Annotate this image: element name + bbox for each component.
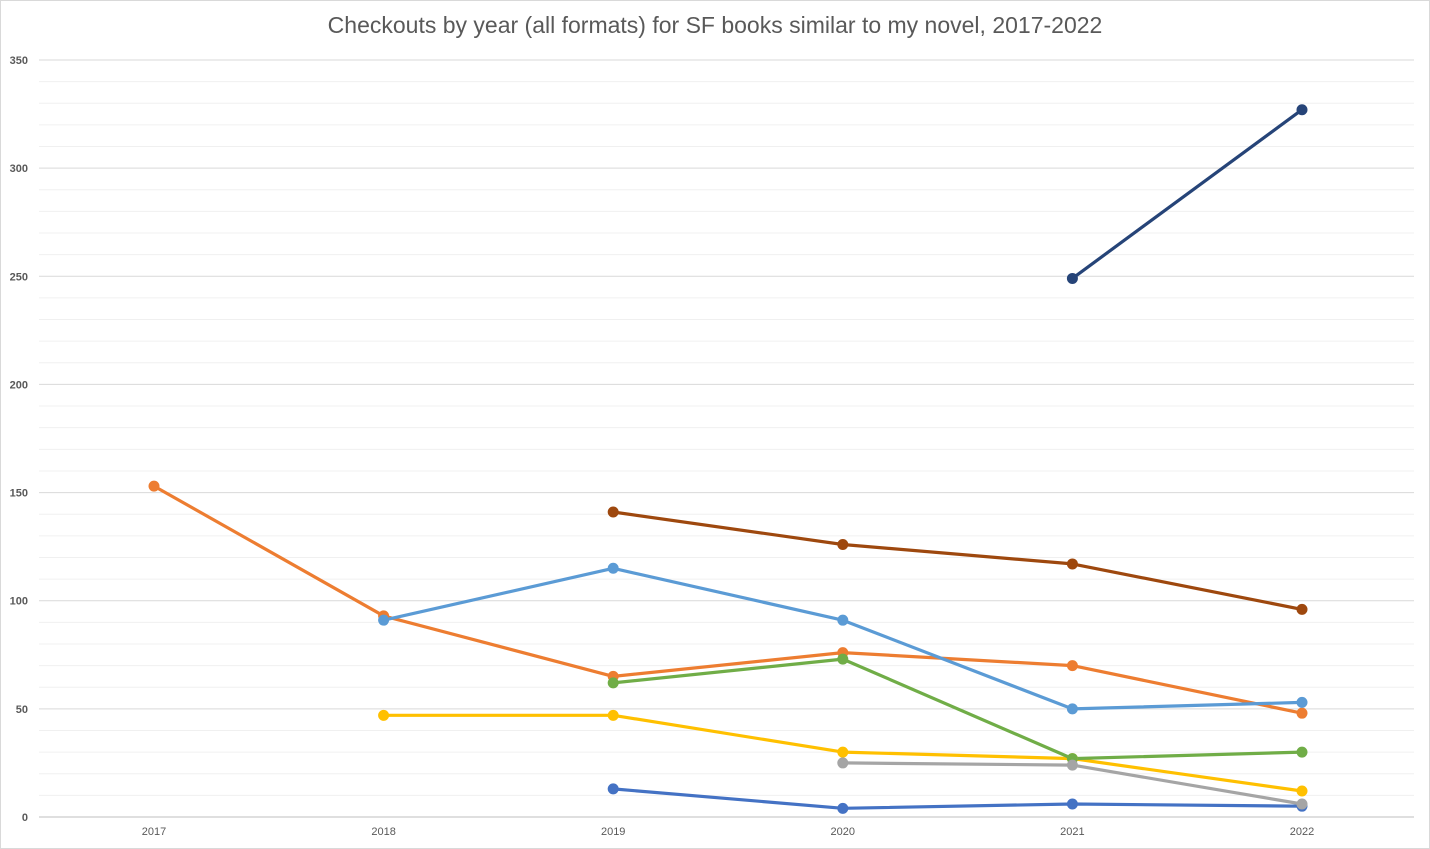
x-tick-label: 2018 [371, 826, 395, 838]
data-point-series-5 [837, 538, 849, 550]
y-tick-label: 100 [10, 596, 28, 608]
data-point-series-6 [837, 802, 849, 814]
y-tick-label: 150 [10, 488, 28, 500]
data-point-series-7 [1296, 798, 1308, 810]
series-line-6 [611, 787, 1304, 810]
data-point-series-2 [1066, 703, 1078, 715]
y-tick-label: 300 [10, 163, 28, 175]
data-point-series-6 [1066, 798, 1078, 810]
series-line-5 [611, 510, 1304, 612]
chart-title: Checkouts by year (all formats) for SF b… [327, 12, 1103, 38]
data-point-series-5 [1066, 558, 1078, 570]
data-point-series-1 [1066, 660, 1078, 672]
y-tick-label: 200 [10, 379, 28, 391]
y-tick-label: 0 [22, 812, 28, 824]
data-point-series-5 [607, 506, 619, 518]
y-tick-label: 250 [10, 271, 28, 283]
data-point-series-4 [607, 677, 619, 689]
data-point-series-4 [837, 653, 849, 665]
data-point-series-1 [148, 480, 160, 492]
series-line-2 [382, 566, 1304, 711]
series-line-1 [152, 484, 1304, 715]
data-point-series-3 [607, 709, 619, 721]
data-point-series-7 [1066, 759, 1078, 771]
data-point-series-2 [378, 614, 390, 626]
data-point-series-1 [1296, 707, 1308, 719]
x-tick-label: 2022 [1290, 826, 1314, 838]
data-point-series-2 [837, 614, 849, 626]
data-point-series-6 [607, 783, 619, 795]
data-point-series-3 [1296, 785, 1308, 797]
data-point-series-2 [1296, 696, 1308, 708]
data-point-series-8 [1066, 272, 1078, 284]
data-point-series-7 [837, 757, 849, 769]
series-line-4 [611, 657, 1304, 761]
data-point-series-4 [1296, 746, 1308, 758]
x-tick-label: 2021 [1060, 826, 1084, 838]
data-point-series-2 [607, 562, 619, 574]
data-point-series-8 [1296, 104, 1308, 116]
x-tick-label: 2019 [601, 826, 625, 838]
data-point-series-3 [837, 746, 849, 758]
y-tick-label: 50 [16, 704, 28, 716]
y-tick-label: 350 [10, 55, 28, 67]
series-line-8 [1070, 108, 1304, 280]
data-point-series-3 [378, 709, 390, 721]
data-point-series-5 [1296, 603, 1308, 615]
x-tick-label: 2020 [831, 826, 855, 838]
x-tick-label: 2017 [142, 826, 166, 838]
